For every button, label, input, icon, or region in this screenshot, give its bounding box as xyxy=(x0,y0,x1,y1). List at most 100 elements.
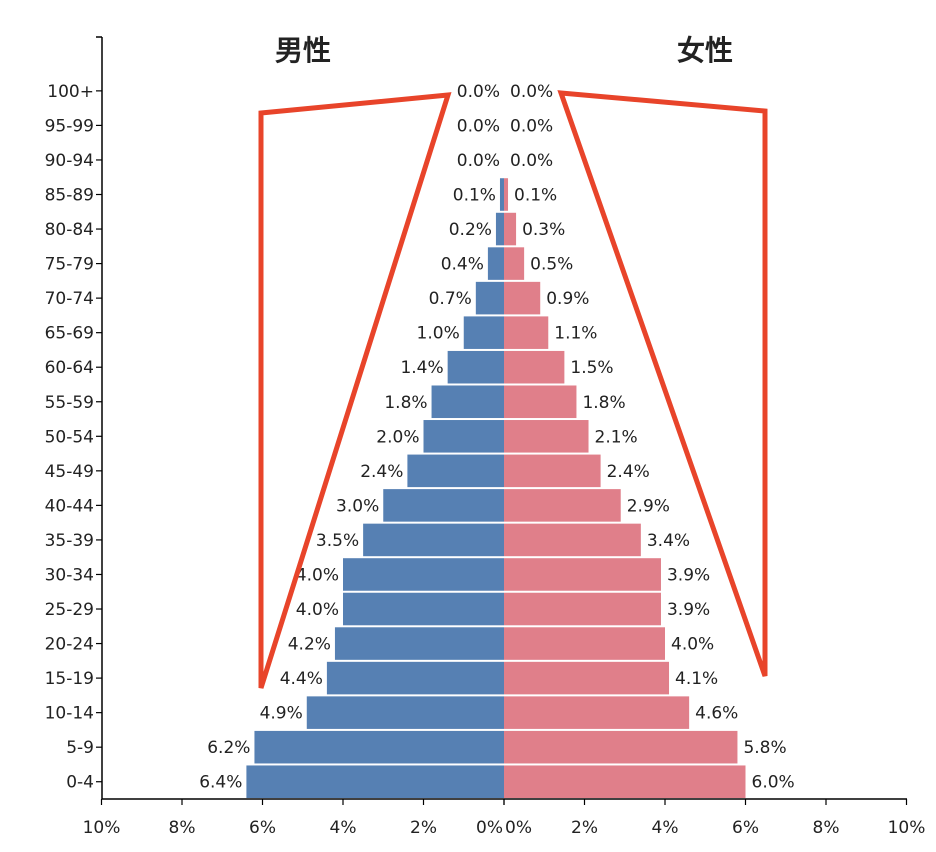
labels-layer: 100+ 0.0% 0.0% 95-99 0.0% 0.0% 90-94 0.0% 0.0% 85… xyxy=(45,82,795,793)
female-value-label: 2.4% xyxy=(607,462,650,482)
female-value-label: 3.9% xyxy=(667,565,710,585)
male-bar xyxy=(363,523,504,557)
male-bar xyxy=(447,350,504,384)
female-value-label: 1.1% xyxy=(554,324,597,344)
male-bar xyxy=(326,661,504,695)
female-bar xyxy=(504,350,565,384)
age-group-label: 100+ xyxy=(47,82,94,102)
male-title: 男性 xyxy=(275,34,331,67)
male-value-label: 3.5% xyxy=(316,531,359,551)
age-group-label: 95-99 xyxy=(45,116,94,136)
age-group-label: 20-24 xyxy=(45,635,94,655)
female-value-label: 1.5% xyxy=(570,358,613,378)
x-tick-label-right: 4% xyxy=(652,818,679,838)
age-group-label: 85-89 xyxy=(45,186,94,206)
male-value-label: 2.4% xyxy=(360,462,403,482)
age-group-label: 75-79 xyxy=(45,255,94,275)
male-value-label: 2.0% xyxy=(376,427,419,447)
female-title: 女性 xyxy=(677,34,733,67)
female-value-label: 0.0% xyxy=(510,151,553,171)
female-value-label: 0.3% xyxy=(522,220,565,240)
female-bar xyxy=(504,316,549,349)
female-bar xyxy=(504,558,661,591)
female-bar xyxy=(504,178,509,211)
age-group-label: 30-34 xyxy=(45,565,94,585)
female-value-label: 0.1% xyxy=(514,186,557,206)
x-tick-label-right: 0% xyxy=(505,818,532,838)
age-group-label: 15-19 xyxy=(45,669,94,689)
age-group-label: 5-9 xyxy=(66,738,94,758)
male-bar xyxy=(463,316,504,349)
male-bar xyxy=(431,385,504,419)
male-value-label: 0.4% xyxy=(441,255,484,275)
male-value-label: 0.0% xyxy=(457,151,500,171)
male-annotation-outline xyxy=(258,92,452,689)
female-value-label: 3.9% xyxy=(667,600,710,620)
female-value-label: 0.5% xyxy=(530,255,573,275)
male-bar xyxy=(254,730,504,764)
female-bar xyxy=(504,489,621,522)
x-tick-label-right: 8% xyxy=(813,818,840,838)
male-bar xyxy=(475,281,504,315)
x-tick-label-left: 4% xyxy=(330,818,357,838)
male-bar xyxy=(306,696,504,729)
male-value-label: 0.0% xyxy=(457,116,500,136)
male-value-label: 1.4% xyxy=(400,358,443,378)
male-bar xyxy=(334,627,504,660)
female-bar xyxy=(504,281,541,315)
female-bar xyxy=(504,661,670,695)
male-value-label: 0.0% xyxy=(457,82,500,102)
male-value-label: 4.2% xyxy=(288,635,331,655)
female-bar xyxy=(504,592,661,626)
male-bar xyxy=(383,489,504,522)
age-group-label: 40-44 xyxy=(45,496,94,516)
female-value-label: 2.1% xyxy=(595,427,638,447)
female-bar xyxy=(504,730,738,764)
bars-layer xyxy=(246,178,746,798)
female-value-label: 4.6% xyxy=(695,704,738,724)
axes-layer: 10% 8% 6% 4% 2% 0% 0% 2% 4% 6% 8% 10% xyxy=(83,36,925,838)
female-bar xyxy=(504,385,577,419)
female-bar xyxy=(504,454,601,488)
x-tick-label-left: 6% xyxy=(249,818,276,838)
male-value-label: 0.2% xyxy=(449,220,492,240)
male-value-label: 3.0% xyxy=(336,496,379,516)
age-group-label: 55-59 xyxy=(45,393,94,413)
age-group-label: 70-74 xyxy=(45,289,94,309)
female-value-label: 1.8% xyxy=(582,393,625,413)
female-value-label: 5.8% xyxy=(743,738,786,758)
x-tick-label-left: 10% xyxy=(83,818,121,838)
age-group-label: 80-84 xyxy=(45,220,94,240)
female-bar xyxy=(504,696,690,729)
age-group-label: 25-29 xyxy=(45,600,94,620)
female-value-label: 0.9% xyxy=(546,289,589,309)
male-bar xyxy=(487,247,504,280)
x-tick-label-right: 2% xyxy=(571,818,598,838)
age-group-label: 65-69 xyxy=(45,324,94,344)
male-value-label: 4.0% xyxy=(296,600,339,620)
male-bar xyxy=(343,592,504,626)
male-bar xyxy=(407,454,504,488)
male-bar xyxy=(423,420,504,453)
age-group-label: 50-54 xyxy=(45,427,94,447)
age-group-label: 10-14 xyxy=(45,704,94,724)
female-value-label: 2.9% xyxy=(627,496,670,516)
male-value-label: 6.4% xyxy=(199,773,242,793)
male-value-label: 6.2% xyxy=(207,738,250,758)
male-bar xyxy=(246,765,504,798)
male-value-label: 4.4% xyxy=(280,669,323,689)
male-bar xyxy=(495,212,504,246)
female-value-label: 6.0% xyxy=(752,773,795,793)
male-bar xyxy=(499,178,504,211)
age-group-label: 35-39 xyxy=(45,531,94,551)
male-value-label: 4.9% xyxy=(260,704,303,724)
x-tick-label-left: 8% xyxy=(169,818,196,838)
male-value-label: 1.0% xyxy=(417,324,460,344)
female-bar xyxy=(504,212,517,246)
age-group-label: 45-49 xyxy=(45,462,94,482)
x-tick-label-left: 2% xyxy=(410,818,437,838)
male-value-label: 0.1% xyxy=(453,186,496,206)
female-annotation-outline xyxy=(557,90,768,677)
female-value-label: 4.0% xyxy=(671,635,714,655)
